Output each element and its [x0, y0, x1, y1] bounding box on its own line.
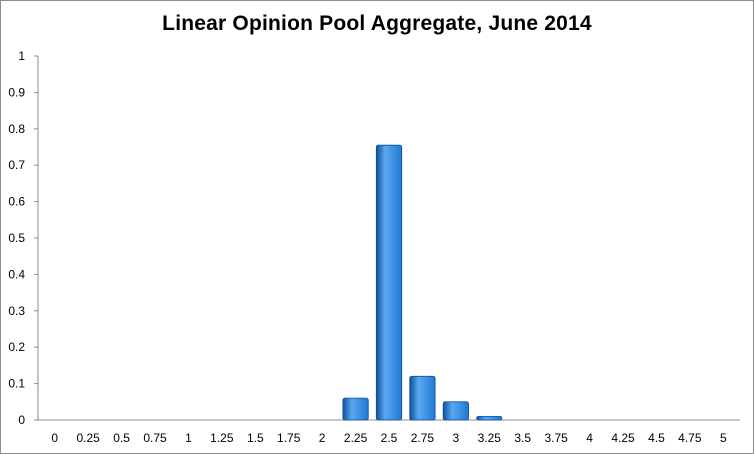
x-tick-label: 0.75: [143, 431, 167, 445]
x-tick-label: 2.5: [381, 431, 398, 445]
x-tick-label: 0: [51, 431, 58, 445]
x-tick-label: 0.5: [113, 431, 130, 445]
y-tick-label: 1: [18, 49, 25, 63]
x-tick-label: 4.75: [678, 431, 702, 445]
x-tick-label: 1: [185, 431, 192, 445]
y-tick-label: 0.3: [8, 304, 25, 318]
x-tick-label: 0.25: [76, 431, 100, 445]
x-tick-label: 3.75: [544, 431, 568, 445]
x-tick-label: 4.25: [611, 431, 635, 445]
y-tick-label: 0.5: [8, 231, 25, 245]
x-tick-label: 3: [453, 431, 460, 445]
y-tick-label: 0: [18, 413, 25, 427]
y-tick-label: 0.2: [8, 340, 25, 354]
y-tick-label: 0.8: [8, 122, 25, 136]
chart-title: Linear Opinion Pool Aggregate, June 2014: [162, 12, 592, 35]
bar: [342, 397, 369, 421]
bar: [375, 144, 403, 421]
y-tick-label: 0.6: [8, 195, 25, 209]
x-tick-label: 1.25: [210, 431, 234, 445]
x-tick-label: 1.75: [277, 431, 301, 445]
x-tick-label: 2.25: [344, 431, 368, 445]
y-tick-label: 0.4: [8, 267, 25, 281]
bars: [342, 144, 503, 421]
x-tick-label: 5: [720, 431, 727, 445]
y-axis-tick-labels: 0 0.1 0.2 0.3 0.4 0.5 0.6 0.7 0.8 0.9 1: [8, 49, 25, 427]
bar: [409, 375, 436, 421]
x-tick-label: 3.25: [478, 431, 502, 445]
x-axis-tick-labels: 0 0.25 0.5 0.75 1 1.25 1.5 1.75 2 2.25 2.5 2.75 3 3.2…: [51, 431, 727, 445]
x-tick-label: 2: [319, 431, 326, 445]
y-tick-label: 0.7: [8, 158, 25, 172]
x-tick-label: 3.5: [514, 431, 531, 445]
y-tick-label: 0.1: [8, 377, 25, 391]
y-tick-label: 0.9: [8, 85, 25, 99]
x-tick-label: 4: [586, 431, 593, 445]
bar: [442, 401, 469, 421]
x-tick-label: 2.75: [411, 431, 435, 445]
bar: [476, 415, 503, 421]
x-tick-label: 4.5: [648, 431, 665, 445]
x-tick-label: 1.5: [247, 431, 264, 445]
